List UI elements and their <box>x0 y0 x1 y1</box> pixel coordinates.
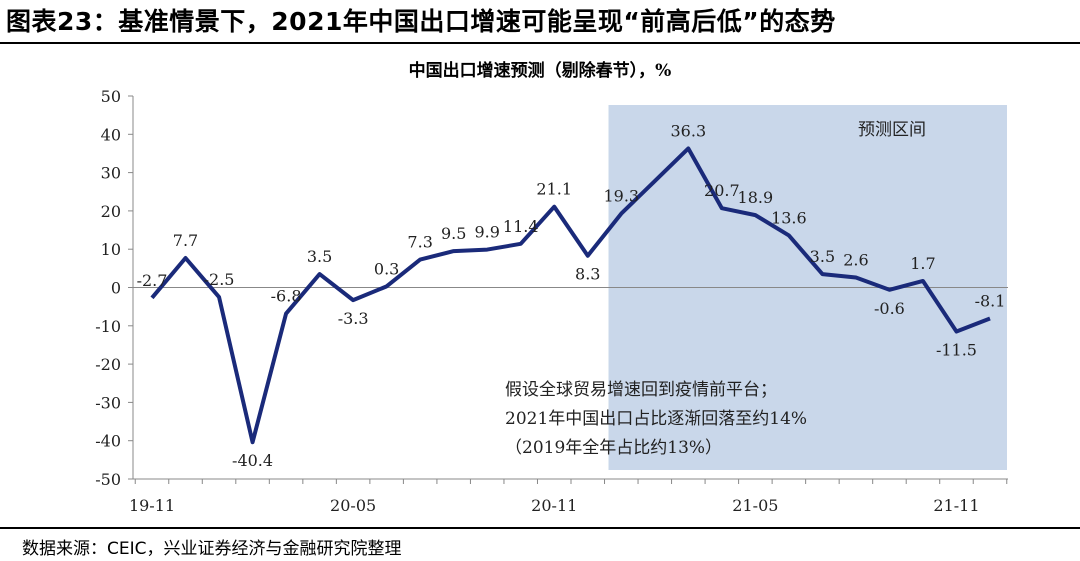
chart-title: 中国出口增速预测（剔除春节），% <box>409 60 672 81</box>
data-label: -6.8 <box>271 287 302 306</box>
y-tick-label: -10 <box>95 317 121 336</box>
data-label: -40.4 <box>232 451 273 470</box>
data-label: 18.9 <box>738 188 774 207</box>
top-rule <box>0 42 1080 44</box>
data-label: 3.5 <box>307 247 332 266</box>
y-tick-label: 40 <box>101 125 121 144</box>
annotation-line-1: 假设全球贸易增速回到疫情前平台； <box>505 380 777 400</box>
data-label: 7.7 <box>173 231 198 250</box>
data-label: 36.3 <box>671 121 707 140</box>
data-label: 0.3 <box>374 259 399 278</box>
x-axis-ticks: 19-11 20-05 20-11 21-05 21-11 <box>129 479 1008 515</box>
data-label: 21.1 <box>536 180 572 199</box>
data-label: 13.6 <box>771 208 807 227</box>
y-tick-label: -40 <box>95 432 121 451</box>
y-axis-ticks: 50 40 30 20 10 0 -10 -20 -30 -40 -50 <box>95 87 133 489</box>
x-tick-label: 21-05 <box>732 496 778 515</box>
data-label: -0.6 <box>874 299 905 318</box>
data-label: -2.7 <box>137 271 168 290</box>
data-label: 9.9 <box>474 223 499 242</box>
data-label: -8.1 <box>975 292 1006 311</box>
data-label: 20.7 <box>704 181 740 200</box>
data-label: 1.7 <box>910 254 935 273</box>
figure-title: 图表23：基准情景下，2021年中国出口增速可能呈现“前高后低”的态势 <box>6 7 836 36</box>
annotation-line-3: （2019年全年占比约13%） <box>505 438 722 458</box>
y-tick-label: 20 <box>101 202 121 221</box>
data-label: 8.3 <box>575 265 600 284</box>
y-tick-label: 30 <box>101 164 121 183</box>
y-tick-label: -20 <box>95 355 121 374</box>
data-label: 11.4 <box>503 217 539 236</box>
x-tick-label: 20-11 <box>531 496 577 515</box>
x-tick-label: 20-05 <box>330 496 376 515</box>
data-label: -2.5 <box>204 270 235 289</box>
y-tick-label: -30 <box>95 393 121 412</box>
bottom-rule <box>0 527 1080 529</box>
line-chart: 预测区间 中国出口增速预测（剔除春节），% 50 40 30 20 10 0 -10 -20 -… <box>95 60 1008 515</box>
data-labels: -2.77.7-2.5-40.4-6.83.5-3.30.37.3 9.5 9.9 1… <box>137 121 1006 470</box>
x-tick-label: 21-11 <box>933 496 979 515</box>
data-label: 3.5 <box>810 247 835 266</box>
series-line <box>150 146 991 445</box>
annotation-line-2: 2021年中国出口占比逐渐回落至约14% <box>505 409 807 429</box>
data-label: 9.5 <box>441 224 466 243</box>
forecast-region-label: 预测区间 <box>858 120 926 140</box>
y-tick-label: 50 <box>101 87 121 106</box>
y-tick-label: 10 <box>101 240 121 259</box>
data-label: -11.5 <box>936 341 977 360</box>
data-label: 19.3 <box>603 187 639 206</box>
data-label: -3.3 <box>338 309 369 328</box>
data-label: 7.3 <box>407 233 432 252</box>
y-tick-label: -50 <box>95 470 121 489</box>
annotation-text: 假设全球贸易增速回到疫情前平台； 2021年中国出口占比逐渐回落至约14% （2… <box>505 380 807 458</box>
source-note: 数据来源：CEIC，兴业证券经济与金融研究院整理 <box>22 539 402 559</box>
y-tick-label: 0 <box>111 279 121 298</box>
x-tick-label: 19-11 <box>129 496 175 515</box>
data-label: 2.6 <box>843 251 868 270</box>
